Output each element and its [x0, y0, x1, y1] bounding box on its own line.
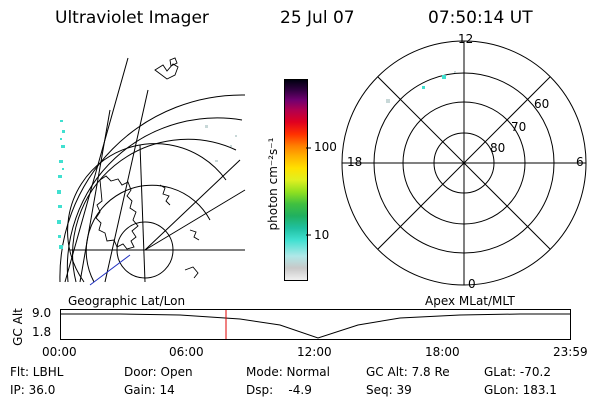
info-gain: Gain: 14: [124, 383, 175, 397]
color-bar-tick-10: 10: [314, 228, 330, 242]
info-mode: Mode: Normal: [246, 365, 330, 379]
altitude-plot: [60, 309, 571, 340]
time-tick-1200: 12:00: [297, 345, 332, 359]
date-label: 25 Jul 07: [280, 8, 355, 28]
instrument-title: Ultraviolet Imager: [55, 8, 209, 28]
mlt-label-top: 12: [458, 32, 474, 46]
altitude-ytick-low: 1.8: [32, 325, 52, 339]
color-bar-unit-label: photon cm⁻²s⁻¹: [266, 137, 280, 231]
time-tick-0000: 00:00: [42, 345, 77, 359]
info-gc-alt: GC Alt: 7.8 Re: [366, 365, 450, 379]
info-seq: Seq: 39: [366, 383, 412, 397]
polar-plot: [341, 40, 587, 286]
info-dsp: Dsp: -4.9: [246, 383, 312, 397]
color-bar-ticks: [306, 147, 311, 236]
mlat-label-70: 70: [511, 120, 527, 134]
color-bar: [284, 79, 308, 281]
time-tick-1800: 18:00: [425, 345, 460, 359]
polar-panel-label: Apex MLat/MLT: [425, 294, 515, 308]
info-ip: IP: 36.0: [10, 383, 56, 397]
altitude-ylabel: GC Alt: [11, 308, 25, 346]
info-glat: GLat: -70.2: [484, 365, 551, 379]
altitude-ytick-high: 9.0: [32, 306, 52, 320]
altitude-curve: [61, 313, 570, 339]
mlat-label-80: 80: [490, 141, 506, 155]
info-glon: GLon: 183.1: [484, 383, 557, 397]
color-bar-tick-100: 100: [314, 140, 337, 154]
time-label: 07:50:14 UT: [428, 8, 533, 28]
time-tick-2359: 23:59: [553, 345, 588, 359]
mlt-label-bottom: 0: [468, 277, 476, 291]
geo-panel-label: Geographic Lat/Lon: [68, 294, 186, 308]
geographic-map: [57, 57, 246, 286]
mlat-label-60: 60: [534, 97, 550, 111]
mlt-label-left: 18: [347, 155, 363, 169]
time-tick-0600: 06:00: [169, 345, 204, 359]
info-flt: Flt: LBHL: [10, 365, 64, 379]
info-door: Door: Open: [124, 365, 193, 379]
mlt-label-right: 6: [576, 155, 584, 169]
